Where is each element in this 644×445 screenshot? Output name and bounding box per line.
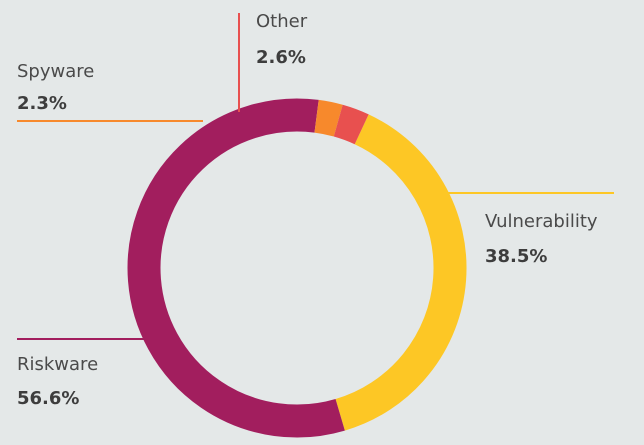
slice-value-other: 2.6% [256,47,306,68]
label-group-other: Other 2.6% [256,11,308,68]
slice-label-spyware: Spyware [17,61,94,82]
leader-lines [17,13,614,340]
slice-label-vulnerability: Vulnerability [485,211,598,232]
slice-label-other: Other [256,11,308,32]
slice-riskware [127,98,345,438]
slice-value-riskware: 56.6% [17,388,79,409]
label-group-riskware: Riskware 56.6% [17,354,98,409]
slice-label-riskware: Riskware [17,354,98,375]
label-group-vulnerability: Vulnerability 38.5% [485,211,598,267]
label-group-spyware: Spyware 2.3% [17,61,94,114]
slice-value-vulnerability: 38.5% [485,246,547,267]
slice-value-spyware: 2.3% [17,93,67,114]
slice-vulnerability [335,114,467,431]
donut-slices [127,98,467,438]
slice-other [333,104,369,145]
slice-spyware [314,99,343,137]
